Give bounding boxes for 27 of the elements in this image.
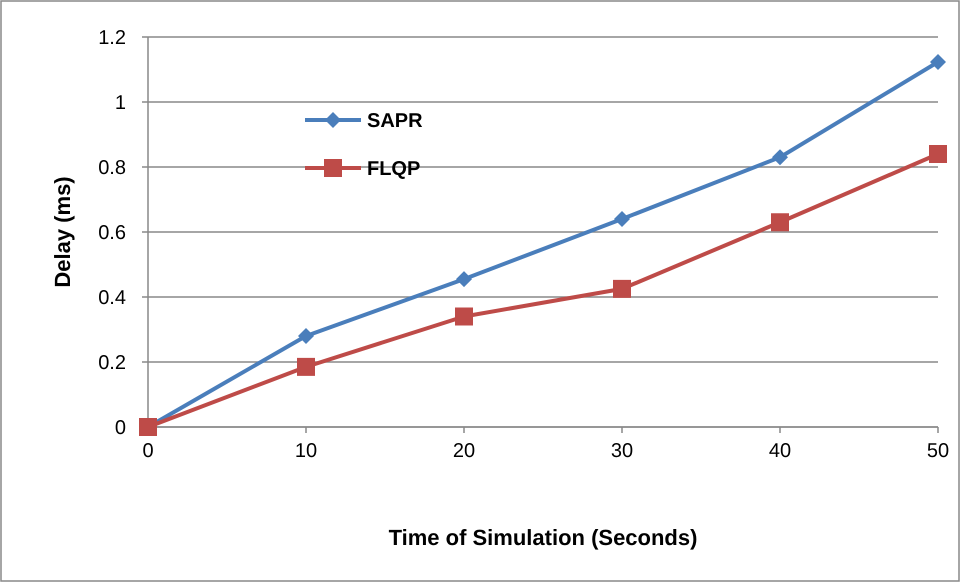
x-tick-label: 40 bbox=[768, 440, 792, 462]
y-tick-label: 0.2 bbox=[98, 352, 126, 374]
point bbox=[614, 211, 630, 227]
x-tick-label: 20 bbox=[452, 440, 476, 462]
point bbox=[771, 213, 789, 232]
point bbox=[298, 328, 314, 344]
y-tick-label: 0.6 bbox=[98, 222, 126, 244]
y-tick-label: 0.4 bbox=[98, 287, 126, 309]
y-tick-label: 1.2 bbox=[98, 27, 126, 49]
legend-label: FLQP bbox=[367, 158, 420, 180]
point bbox=[613, 280, 631, 298]
point bbox=[930, 54, 946, 70]
x-tick-label: 30 bbox=[610, 440, 634, 462]
point bbox=[772, 149, 788, 166]
point bbox=[456, 271, 472, 288]
x-axis-title: Time of Simulation (Seconds) bbox=[388, 525, 698, 550]
point bbox=[929, 145, 947, 163]
y-tick-label: 1 bbox=[114, 92, 126, 114]
point bbox=[297, 358, 315, 376]
y-axis-title: Delay (ms) bbox=[50, 176, 75, 288]
y-tick-label: 0.8 bbox=[98, 157, 126, 179]
point bbox=[455, 308, 473, 326]
x-tick-label: 0 bbox=[142, 440, 154, 462]
x-tick-label: 50 bbox=[926, 440, 950, 462]
legend-label: SAPR bbox=[367, 110, 424, 132]
x-tick-label: 10 bbox=[294, 440, 318, 462]
y-tick-label: 0 bbox=[114, 417, 126, 439]
